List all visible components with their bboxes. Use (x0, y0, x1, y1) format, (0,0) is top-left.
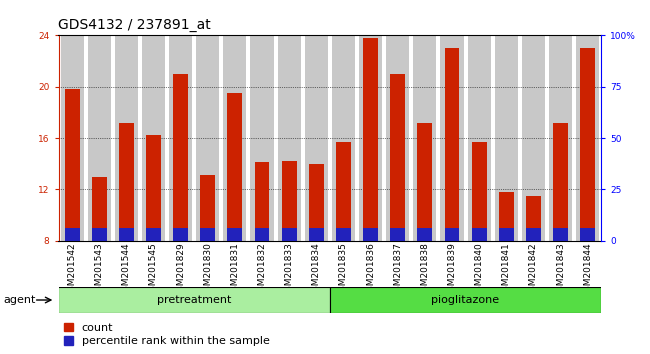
Bar (146, 136, 161, 241)
Bar (445, 228, 460, 241)
Bar (445, 48, 460, 241)
Bar (417, 228, 432, 241)
Bar (200, 228, 215, 241)
Bar (115, 35, 138, 241)
Bar (173, 74, 188, 241)
Text: pioglitazone: pioglitazone (432, 295, 500, 305)
Bar (553, 228, 568, 241)
Bar (580, 228, 595, 241)
Bar (227, 228, 242, 241)
Bar (305, 35, 328, 241)
Bar (549, 35, 572, 241)
Bar (119, 228, 134, 241)
Bar (472, 228, 487, 241)
Bar (224, 35, 246, 241)
Bar (142, 35, 165, 241)
Bar (146, 228, 161, 241)
Bar (526, 196, 541, 241)
Bar (499, 192, 514, 241)
Bar (250, 35, 274, 241)
Legend: count, percentile rank within the sample: count, percentile rank within the sample (64, 323, 270, 346)
Bar (58, 287, 330, 313)
Bar (336, 142, 351, 241)
Bar (64, 228, 79, 241)
Bar (467, 35, 491, 241)
Bar (390, 74, 405, 241)
Bar (417, 123, 432, 241)
Bar (390, 228, 405, 241)
Bar (553, 123, 568, 241)
Bar (255, 228, 270, 241)
Bar (330, 287, 601, 313)
Bar (60, 35, 84, 241)
Bar (441, 35, 463, 241)
Bar (92, 228, 107, 241)
Bar (495, 35, 518, 241)
Bar (499, 228, 514, 241)
Bar (413, 35, 436, 241)
Bar (92, 177, 107, 241)
Bar (281, 161, 296, 241)
Bar (169, 35, 192, 241)
Bar (255, 162, 270, 241)
Bar (359, 35, 382, 241)
Bar (173, 228, 188, 241)
Bar (363, 228, 378, 241)
Bar (227, 93, 242, 241)
Bar (580, 48, 595, 241)
Text: pretreatment: pretreatment (157, 295, 231, 305)
Bar (309, 164, 324, 241)
Bar (309, 228, 324, 241)
Bar (472, 142, 487, 241)
Bar (576, 35, 599, 241)
Bar (196, 35, 219, 241)
Bar (88, 35, 110, 241)
Bar (363, 38, 378, 241)
Bar (119, 123, 134, 241)
Bar (332, 35, 355, 241)
Bar (200, 175, 215, 241)
Bar (522, 35, 545, 241)
Bar (64, 89, 79, 241)
Bar (278, 35, 301, 241)
Text: GDS4132 / 237891_at: GDS4132 / 237891_at (58, 18, 211, 32)
Bar (336, 228, 351, 241)
Bar (386, 35, 410, 241)
Bar (281, 228, 296, 241)
Bar (526, 228, 541, 241)
Text: agent: agent (3, 295, 36, 305)
